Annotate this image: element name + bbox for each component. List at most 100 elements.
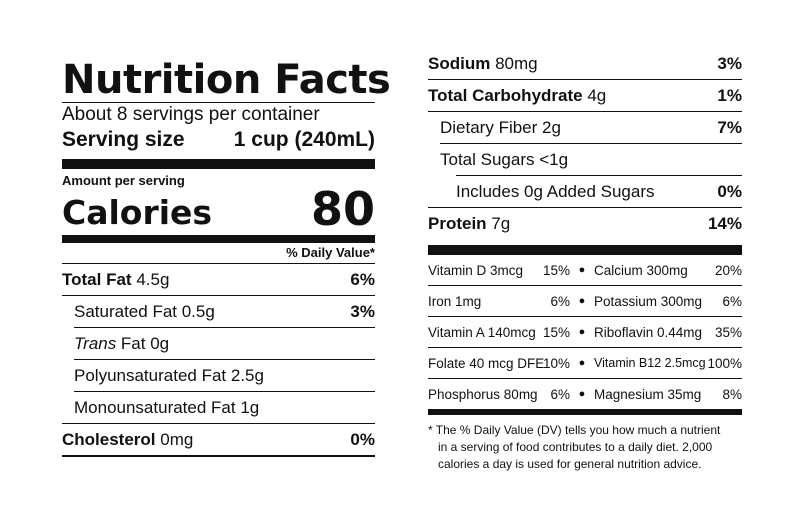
divider bbox=[62, 102, 375, 103]
divider bbox=[428, 207, 742, 208]
nutrient-name: Monounsaturated Fat 1g bbox=[74, 397, 260, 417]
calories-label: Calories bbox=[62, 193, 213, 232]
divider bbox=[74, 359, 375, 360]
calories-value: 80 bbox=[310, 182, 375, 236]
nutrient-row-dietary-fiber: Dietary Fiber 2g 7% bbox=[428, 112, 742, 143]
divider bbox=[62, 263, 375, 264]
divider bbox=[74, 391, 375, 392]
thick-divider bbox=[428, 245, 742, 255]
divider bbox=[62, 295, 375, 296]
mineral-name: Magnesium 35mg bbox=[594, 386, 702, 402]
nutrient-name: Polyunsaturated Fat 2.5g bbox=[74, 365, 264, 385]
nutrient-row-monounsaturated-fat: Monounsaturated Fat 1g bbox=[62, 392, 375, 423]
nutrient-dv: 0% bbox=[717, 181, 742, 201]
divider bbox=[428, 285, 742, 286]
nutrient-amount: 4.5g bbox=[136, 269, 170, 289]
divider bbox=[74, 327, 375, 328]
vitamin-row: Vitamin A 140mcg 15% ● Riboflavin 0.44mg… bbox=[428, 317, 742, 347]
nutrient-name: Total Fat bbox=[62, 269, 132, 289]
nutrient-dv: 3% bbox=[350, 301, 375, 321]
mineral-name: Potassium 300mg bbox=[594, 293, 703, 309]
mineral-dv: 6% bbox=[722, 293, 742, 309]
vitamin-dv: 6% bbox=[550, 293, 570, 309]
nutrient-row-added-sugars: Includes 0g Added Sugars 0% bbox=[428, 176, 742, 207]
serving-size-row: Serving size 1 cup (240mL) bbox=[62, 127, 375, 153]
divider bbox=[428, 79, 742, 80]
divider bbox=[428, 378, 742, 379]
nutrient-dv: 6% bbox=[350, 269, 375, 289]
bullet-icon: ● bbox=[578, 264, 586, 276]
bullet-icon: ● bbox=[578, 295, 586, 307]
vitamin-name: Iron 1mg bbox=[428, 293, 482, 309]
footnote-line: in a serving of food contributes to a da… bbox=[438, 440, 713, 454]
mineral-dv: 100% bbox=[707, 355, 742, 371]
nutrient-row-total-fat: Total Fat 4.5g 6% bbox=[62, 264, 375, 295]
thick-divider bbox=[62, 159, 375, 169]
vitamin-row: Phosphorus 80mg 6% ● Magnesium 35mg 8% bbox=[428, 379, 742, 409]
mineral-dv: 8% bbox=[722, 386, 742, 402]
vitamin-dv: 15% bbox=[542, 324, 570, 340]
amount-per-serving: Amount per serving bbox=[62, 173, 185, 188]
servings-per-container: About 8 servings per container bbox=[62, 104, 320, 125]
nutrient-dv: 3% bbox=[717, 53, 742, 73]
mineral-dv: 20% bbox=[714, 262, 742, 278]
divider bbox=[62, 455, 375, 457]
nutrient-name: Protein bbox=[428, 213, 487, 233]
vitamin-dv: 6% bbox=[550, 386, 570, 402]
mineral-name: Calcium 300mg bbox=[594, 262, 688, 278]
bullet-icon: ● bbox=[578, 326, 586, 338]
vitamin-dv: 10% bbox=[542, 355, 570, 371]
footnote: * The % Daily Value (DV) tells you how m… bbox=[428, 422, 742, 473]
nutrient-dv: 1% bbox=[717, 85, 742, 105]
nutrient-amount: 7g bbox=[491, 213, 511, 233]
mineral-name: Vitamin B12 2.5mcg bbox=[594, 356, 706, 370]
nutrition-facts-right-panel: Sodium 80mg 3% Total Carbohydrate 4g 1% … bbox=[428, 48, 742, 473]
divider bbox=[428, 347, 742, 348]
nutrient-name: Sodium bbox=[428, 53, 491, 73]
nutrient-row-trans-fat: Trans Fat 0g bbox=[62, 328, 375, 359]
divider bbox=[62, 423, 375, 424]
vitamin-row: Vitamin D 3mcg 15% ● Calcium 300mg 20% bbox=[428, 255, 742, 285]
nutrient-name: Includes 0g Added Sugars bbox=[456, 181, 655, 201]
vitamin-name: Phosphorus 80mg bbox=[428, 386, 538, 402]
nutrient-amount: 0mg bbox=[160, 429, 194, 449]
divider bbox=[428, 316, 742, 317]
footnote-line: * The % Daily Value (DV) tells you how m… bbox=[428, 423, 721, 437]
vitamin-name: Vitamin D 3mcg bbox=[428, 262, 524, 278]
nutrient-name: Saturated Fat 0.5g bbox=[74, 301, 215, 321]
nutrient-dv: 7% bbox=[717, 117, 742, 137]
nutrient-amount: 80mg bbox=[495, 53, 538, 73]
vitamin-name: Vitamin A 140mcg bbox=[428, 324, 536, 340]
divider bbox=[440, 143, 742, 144]
label-title: Nutrition Facts bbox=[62, 57, 391, 103]
nutrient-name-italic: Trans bbox=[74, 333, 117, 353]
nutrient-row-saturated-fat: Saturated Fat 0.5g 3% bbox=[62, 296, 375, 327]
daily-value-header: % Daily Value* bbox=[286, 245, 375, 260]
divider bbox=[456, 175, 742, 176]
divider bbox=[428, 111, 742, 112]
mineral-dv: 35% bbox=[714, 324, 742, 340]
bullet-icon: ● bbox=[578, 357, 586, 369]
nutrient-name: Total Sugars <1g bbox=[440, 149, 569, 169]
nutrient-row-cholesterol: Cholesterol 0mg 0% bbox=[62, 424, 375, 455]
vitamin-row: Iron 1mg 6% ● Potassium 300mg 6% bbox=[428, 286, 742, 316]
bullet-icon: ● bbox=[578, 388, 586, 400]
nutrient-row-total-carbohydrate: Total Carbohydrate 4g 1% bbox=[428, 80, 742, 111]
nutrient-name: Total Carbohydrate bbox=[428, 85, 583, 105]
nutrient-row-protein: Protein 7g 14% bbox=[428, 208, 742, 239]
heavy-divider bbox=[62, 235, 375, 243]
vitamin-name: Folate 40 mcg DFE bbox=[428, 355, 545, 371]
vitamin-dv: 15% bbox=[542, 262, 570, 278]
mineral-name: Riboflavin 0.44mg bbox=[594, 324, 703, 340]
nutrient-name: Fat 0g bbox=[116, 333, 170, 353]
nutrition-facts-left-panel: Nutrition Facts About 8 servings per con… bbox=[62, 57, 391, 457]
vitamin-row: Folate 40 mcg DFE 10% ● Vitamin B12 2.5m… bbox=[428, 348, 742, 378]
nutrient-dv: 14% bbox=[707, 213, 742, 233]
heavy-divider bbox=[428, 409, 742, 415]
nutrient-row-total-sugars: Total Sugars <1g bbox=[428, 144, 742, 175]
calories-row: Calories 80 bbox=[62, 182, 375, 236]
footnote-line: calories a day is used for general nutri… bbox=[438, 457, 702, 471]
nutrient-amount: 4g bbox=[587, 85, 607, 105]
nutrient-name: Cholesterol bbox=[62, 429, 156, 449]
nutrient-row-polyunsaturated-fat: Polyunsaturated Fat 2.5g bbox=[62, 360, 375, 391]
